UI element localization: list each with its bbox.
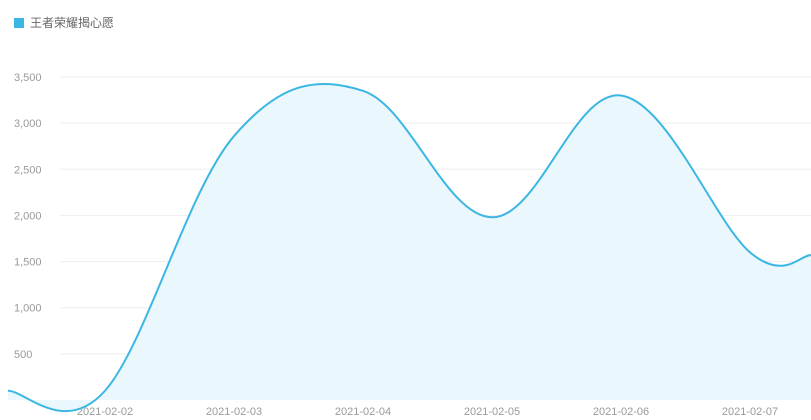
- y-tick-label: 2,000: [14, 210, 42, 222]
- data-point[interactable]: [618, 92, 624, 98]
- data-point[interactable]: [102, 388, 108, 394]
- y-tick-label: 500: [14, 349, 32, 361]
- y-tick-label: 3,000: [14, 118, 42, 130]
- y-tick-label: 1,500: [14, 257, 42, 269]
- data-point[interactable]: [489, 214, 495, 220]
- x-tick-label: 2021-02-03: [206, 406, 262, 418]
- y-tick-label: 3,500: [14, 72, 42, 84]
- x-tick-label: 2021-02-05: [464, 406, 520, 418]
- data-point[interactable]: [231, 133, 237, 139]
- legend-swatch: [14, 17, 24, 28]
- legend-label: 王者荣耀揭心愿: [30, 16, 115, 30]
- data-point[interactable]: [360, 88, 366, 94]
- x-axis-ticks: 2021-02-02 2021-02-03 2021-02-04 2021-02-05…: [77, 406, 778, 418]
- x-tick-label: 2021-02-04: [335, 406, 391, 418]
- y-tick-label: 1,000: [14, 303, 42, 315]
- data-point[interactable]: [747, 249, 753, 255]
- y-tick-label: 2,500: [14, 164, 42, 176]
- y-axis-ticks: 500 1,000 1,500 2,000 2,500 3,000 3,500: [14, 72, 42, 361]
- legend[interactable]: 王者荣耀揭心愿: [14, 14, 114, 31]
- series-line: [7, 82, 811, 413]
- x-tick-label: 2021-02-07: [722, 406, 778, 418]
- series-area: [8, 83, 811, 412]
- x-tick-label: 2021-02-02: [77, 406, 133, 418]
- x-tick-label: 2021-02-06: [593, 406, 649, 418]
